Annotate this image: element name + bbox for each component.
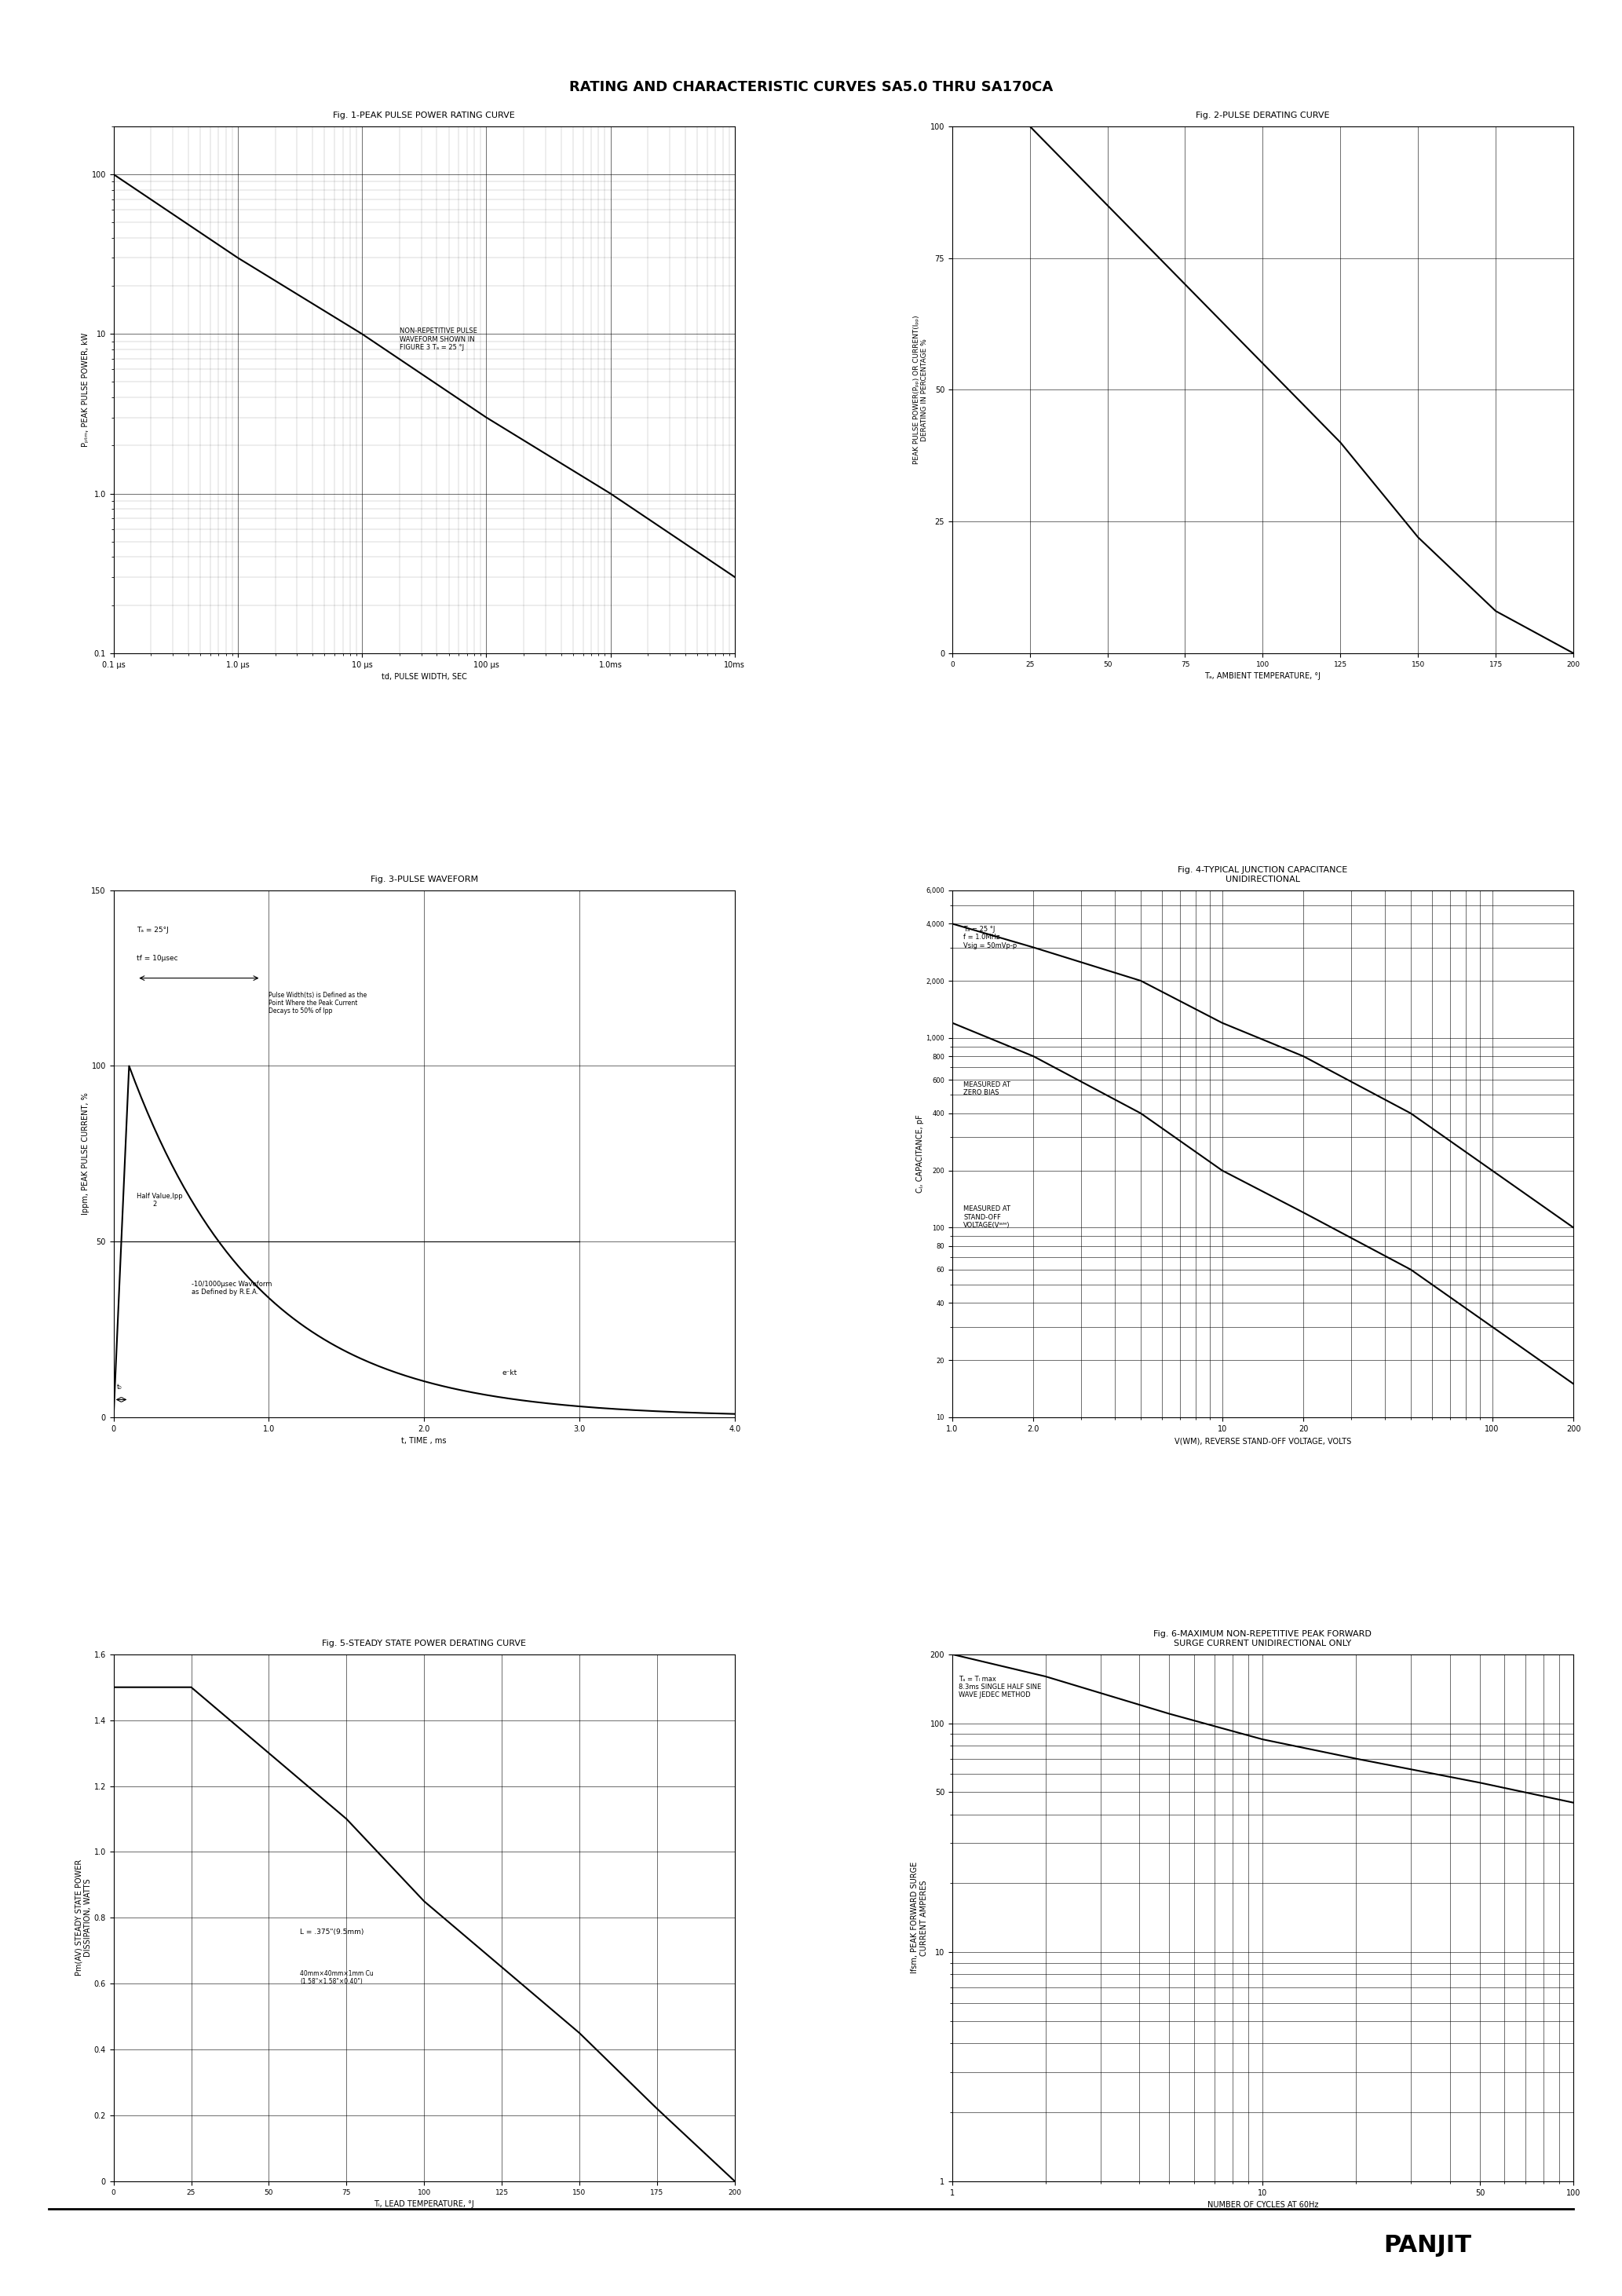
Text: Tₐ = 25°J: Tₐ = 25°J [136, 928, 169, 934]
Text: MEASURED AT
STAND-OFF
VOLTAGE(Vᵂᴹ): MEASURED AT STAND-OFF VOLTAGE(Vᵂᴹ) [963, 1205, 1011, 1228]
Text: MEASURED AT
ZERO BIAS: MEASURED AT ZERO BIAS [963, 1081, 1011, 1097]
X-axis label: Tₐ, AMBIENT TEMPERATURE, °J: Tₐ, AMBIENT TEMPERATURE, °J [1205, 673, 1320, 680]
Text: Tₐ = 25 °J
f = 1.0MHz
Vsig = 50mVp-p: Tₐ = 25 °J f = 1.0MHz Vsig = 50mVp-p [963, 925, 1017, 948]
X-axis label: Tₗ, LEAD TEMPERATURE, °J: Tₗ, LEAD TEMPERATURE, °J [375, 2200, 474, 2209]
Text: L = .375"(9.5mm): L = .375"(9.5mm) [300, 1929, 363, 1936]
X-axis label: NUMBER OF CYCLES AT 60Hz: NUMBER OF CYCLES AT 60Hz [1207, 2202, 1319, 2209]
Title: Fig. 1-PEAK PULSE POWER RATING CURVE: Fig. 1-PEAK PULSE POWER RATING CURVE [333, 110, 516, 119]
Text: Pulse Width(ts) is Defined as the
Point Where the Peak Current
Decays to 50% of : Pulse Width(ts) is Defined as the Point … [269, 992, 367, 1015]
Text: Half Value,Ipp
        2: Half Value,Ipp 2 [136, 1192, 183, 1208]
Y-axis label: Pm(AV) STEADY STATE POWER
DISSIPATION, WATTS: Pm(AV) STEADY STATE POWER DISSIPATION, W… [75, 1860, 92, 1977]
Title: Fig. 6-MAXIMUM NON-REPETITIVE PEAK FORWARD
SURGE CURRENT UNIDIRECTIONAL ONLY: Fig. 6-MAXIMUM NON-REPETITIVE PEAK FORWA… [1153, 1630, 1372, 1646]
Text: RATING AND CHARACTERISTIC CURVES SA5.0 THRU SA170CA: RATING AND CHARACTERISTIC CURVES SA5.0 T… [569, 80, 1053, 94]
Text: t₀: t₀ [117, 1384, 122, 1391]
Text: PANJIT: PANJIT [1384, 2234, 1471, 2257]
Title: Fig. 3-PULSE WAVEFORM: Fig. 3-PULSE WAVEFORM [370, 875, 478, 884]
X-axis label: V(WM), REVERSE STAND-OFF VOLTAGE, VOLTS: V(WM), REVERSE STAND-OFF VOLTAGE, VOLTS [1174, 1437, 1351, 1444]
Text: NON-REPETITIVE PULSE
WAVEFORM SHOWN IN
FIGURE 3 Tₐ = 25 °J: NON-REPETITIVE PULSE WAVEFORM SHOWN IN F… [399, 328, 477, 351]
Title: Fig. 2-PULSE DERATING CURVE: Fig. 2-PULSE DERATING CURVE [1195, 110, 1330, 119]
Y-axis label: Ippm, PEAK PULSE CURRENT, %: Ippm, PEAK PULSE CURRENT, % [81, 1093, 89, 1215]
Text: tf = 10μsec: tf = 10μsec [136, 955, 178, 962]
Y-axis label: Pₚₜₘ, PEAK PULSE POWER, kW: Pₚₜₘ, PEAK PULSE POWER, kW [81, 333, 89, 448]
Y-axis label: PEAK PULSE POWER(Pₚₚ) OR CURRENT(Iₚₚ)
DERATING IN PERCENTAGE %: PEAK PULSE POWER(Pₚₚ) OR CURRENT(Iₚₚ) DE… [913, 315, 928, 464]
X-axis label: t, TIME , ms: t, TIME , ms [402, 1437, 446, 1444]
Y-axis label: Ifsm, PEAK FORWARD SURGE
CURRENT AMPERES: Ifsm, PEAK FORWARD SURGE CURRENT AMPERES [912, 1862, 928, 1975]
Y-axis label: Cⱼ, CAPACITANCE, pF: Cⱼ, CAPACITANCE, pF [916, 1114, 923, 1194]
Text: 40mm×40mm×1mm Cu
(1.58"×1.58"×0.40"): 40mm×40mm×1mm Cu (1.58"×1.58"×0.40") [300, 1970, 373, 1986]
Text: e⁻kt: e⁻kt [501, 1368, 517, 1378]
Text: -10/1000μsec Waveform
as Defined by R.E.A.: -10/1000μsec Waveform as Defined by R.E.… [191, 1281, 271, 1295]
X-axis label: td, PULSE WIDTH, SEC: td, PULSE WIDTH, SEC [381, 673, 467, 682]
Title: Fig. 4-TYPICAL JUNCTION CAPACITANCE
UNIDIRECTIONAL: Fig. 4-TYPICAL JUNCTION CAPACITANCE UNID… [1178, 866, 1348, 884]
Title: Fig. 5-STEADY STATE POWER DERATING CURVE: Fig. 5-STEADY STATE POWER DERATING CURVE [323, 1639, 526, 1646]
Text: Tₐ = Tₗ max
8.3ms SINGLE HALF SINE
WAVE JEDEC METHOD: Tₐ = Tₗ max 8.3ms SINGLE HALF SINE WAVE … [959, 1676, 1041, 1699]
